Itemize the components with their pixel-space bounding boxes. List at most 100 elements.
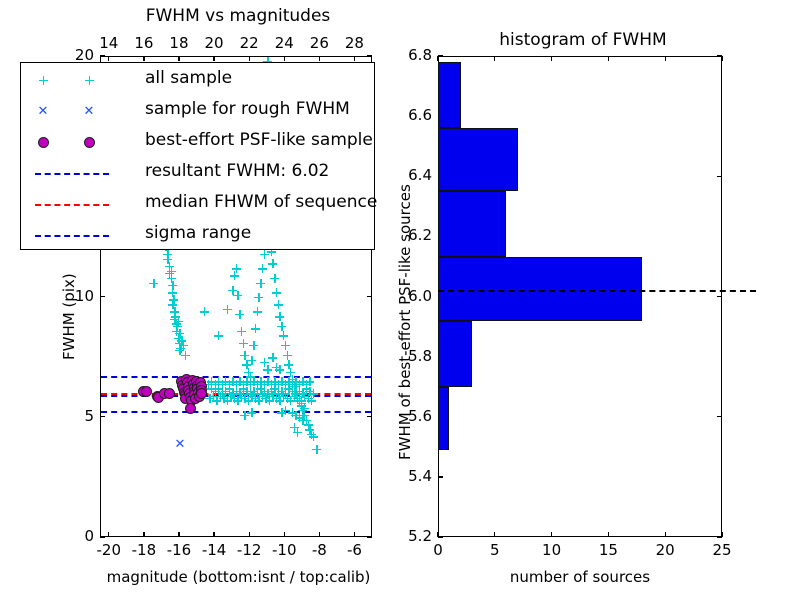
all-sample-point bbox=[245, 389, 255, 399]
cross-icon: ✕ bbox=[37, 104, 49, 119]
x-tick-bottom bbox=[248, 532, 250, 537]
resultant-fwhm-line bbox=[101, 394, 371, 397]
all-sample-point bbox=[266, 247, 276, 257]
x-tick-bottom bbox=[213, 532, 215, 537]
all-sample-point bbox=[235, 389, 245, 399]
all-sample-point bbox=[243, 367, 253, 377]
all-sample-point bbox=[277, 377, 287, 387]
all-sample-point bbox=[270, 384, 280, 394]
all-sample-point bbox=[275, 365, 285, 375]
all-sample-point bbox=[268, 353, 278, 363]
legend: all sample ✕ ✕ sample for rough FWHM best-ef… bbox=[20, 62, 377, 250]
x-tick-label-bottom: -18 bbox=[131, 541, 157, 559]
histogram-bar bbox=[438, 62, 461, 129]
all-sample-point bbox=[257, 391, 267, 401]
all-sample-point bbox=[303, 394, 313, 403]
x-tick-label-top: 16 bbox=[134, 34, 154, 52]
all-sample-point bbox=[254, 396, 264, 406]
y-tick-label-left: 5 bbox=[84, 406, 94, 425]
dashdot-line-icon bbox=[35, 234, 109, 237]
all-sample-point bbox=[219, 394, 229, 403]
hist-y-tick-label: 5.8 bbox=[408, 346, 432, 365]
x-tick-bottom bbox=[143, 532, 145, 537]
hist-y-tick-right bbox=[717, 416, 722, 418]
all-sample-point bbox=[284, 384, 294, 394]
cross-icon: ✕ bbox=[83, 104, 95, 119]
all-sample-point bbox=[298, 415, 308, 425]
all-sample-point bbox=[305, 386, 315, 396]
x-tick-top bbox=[353, 56, 356, 61]
all-sample-point bbox=[280, 406, 290, 416]
hist-x-tick-top bbox=[607, 56, 610, 61]
all-sample-point bbox=[242, 360, 252, 370]
x-tick-label-top: 14 bbox=[99, 34, 119, 52]
legend-label: best-effort PSF-like sample bbox=[145, 130, 373, 150]
x-tick-label-bottom: -20 bbox=[96, 541, 122, 559]
all-sample-point bbox=[273, 389, 283, 399]
y-tick-left bbox=[100, 416, 105, 418]
all-sample-point bbox=[286, 396, 296, 406]
hist-x-tick bbox=[664, 532, 666, 537]
hist-x-tick-top bbox=[494, 56, 496, 61]
all-sample-point bbox=[149, 278, 159, 288]
all-sample-point bbox=[166, 273, 176, 283]
hist-x-tick-label: 0 bbox=[433, 541, 443, 559]
all-sample-point bbox=[229, 394, 239, 403]
x-tick-bottom bbox=[178, 532, 180, 537]
psf-sample-point bbox=[141, 385, 153, 397]
hist-median-line bbox=[438, 290, 756, 293]
all-sample-point bbox=[300, 410, 310, 420]
all-sample-point bbox=[250, 324, 260, 334]
all-sample-point bbox=[171, 319, 181, 329]
x-tick-top bbox=[283, 56, 285, 61]
y-tick-label-left: 20 bbox=[74, 46, 94, 64]
hist-x-tick-label: 15 bbox=[598, 541, 618, 559]
hist-x-tick-top bbox=[550, 56, 553, 61]
all-sample-point bbox=[291, 377, 301, 387]
all-sample-point bbox=[233, 396, 243, 406]
legend-label: sample for rough FWHM bbox=[145, 99, 350, 119]
all-sample-point bbox=[249, 377, 259, 387]
plus-icon bbox=[38, 76, 48, 85]
y-tick-label-left: 10 bbox=[74, 286, 94, 305]
all-sample-point bbox=[242, 386, 252, 396]
all-sample-point bbox=[303, 420, 313, 430]
all-sample-point bbox=[256, 384, 266, 394]
legend-row: median FHWM of sequence bbox=[21, 189, 377, 220]
hist-y-tick bbox=[438, 55, 443, 57]
all-sample-point bbox=[301, 379, 311, 389]
all-sample-point bbox=[277, 408, 287, 418]
legend-row: all sample bbox=[21, 65, 374, 96]
circle-icon bbox=[83, 137, 95, 148]
all-sample-point bbox=[249, 386, 259, 396]
all-sample-point bbox=[273, 379, 283, 389]
histogram-bar bbox=[438, 386, 450, 450]
all-sample-point bbox=[245, 379, 255, 389]
all-sample-point bbox=[236, 391, 246, 401]
right-xlabel: number of sources bbox=[509, 568, 651, 586]
all-sample-point bbox=[294, 386, 304, 396]
hist-x-tick-label: 10 bbox=[542, 541, 562, 559]
x-tick-bottom bbox=[283, 532, 285, 537]
all-sample-point bbox=[259, 379, 269, 389]
hist-y-tick-right bbox=[717, 536, 722, 538]
all-sample-point bbox=[240, 350, 250, 360]
all-sample-point bbox=[263, 57, 273, 67]
all-sample-point bbox=[222, 305, 232, 315]
all-sample-point bbox=[235, 377, 245, 387]
all-sample-point bbox=[312, 444, 322, 454]
all-sample-point bbox=[298, 377, 308, 387]
x-tick-label-top: 26 bbox=[309, 34, 329, 52]
hist-x-tick bbox=[550, 532, 553, 537]
all-sample-point bbox=[200, 307, 210, 317]
all-sample-point bbox=[252, 307, 262, 317]
all-sample-point bbox=[275, 396, 285, 406]
all-sample-point bbox=[296, 398, 306, 408]
histogram-bar bbox=[438, 191, 507, 258]
x-tick-label-bottom: -10 bbox=[272, 541, 297, 559]
all-sample-point bbox=[221, 377, 231, 387]
all-sample-point bbox=[180, 350, 190, 360]
hist-y-tick-right bbox=[717, 55, 722, 57]
all-sample-point bbox=[231, 379, 241, 389]
all-sample-point bbox=[170, 307, 180, 317]
